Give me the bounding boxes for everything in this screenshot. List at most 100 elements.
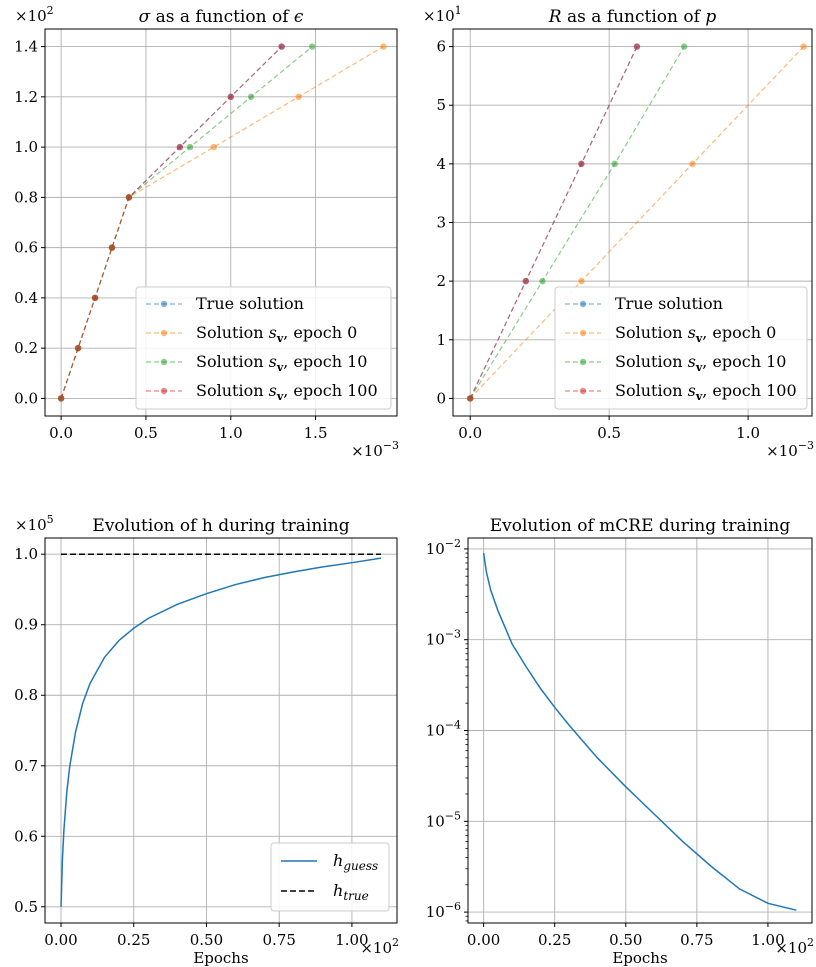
legend-marker bbox=[579, 387, 587, 395]
chart-panel-4: 0.00 0.25 0.50 0.75 1.00 10−6 10−5 10−4 10−3 10−2… bbox=[426, 516, 814, 967]
legend-label: True solution bbox=[615, 294, 723, 313]
y-tick-label: 0.6 bbox=[14, 827, 38, 845]
data-point bbox=[380, 43, 387, 50]
legend-label: Solution sv, epoch 0 bbox=[196, 323, 357, 345]
x-tick-label: 1.0 bbox=[736, 424, 760, 442]
x-tick-label: 0.5 bbox=[134, 424, 158, 442]
y-tick-label: 10−5 bbox=[426, 809, 461, 830]
chart-panel-3: 0.00 0.25 0.50 0.75 1.00 0.5 0.6 0.7 0.8 0.9 1.0 Ev… bbox=[14, 513, 399, 967]
legend-label: Solution sv, epoch 10 bbox=[196, 352, 367, 374]
legend-marker bbox=[579, 300, 587, 308]
legend: True solution Solution sv, epoch 0 Solutio… bbox=[554, 286, 808, 410]
data-point bbox=[800, 43, 807, 50]
legend-label: Solution sv, epoch 100 bbox=[196, 381, 378, 403]
x-axis-label: Epochs bbox=[612, 949, 667, 967]
data-point bbox=[278, 43, 285, 50]
x-axis-multiplier: ×102 bbox=[360, 936, 399, 957]
plot-frame bbox=[44, 28, 398, 417]
x-tick-label: 0.5 bbox=[597, 424, 621, 442]
y-tick-label: 2 bbox=[436, 272, 446, 290]
y-tick-label: 0.2 bbox=[14, 339, 38, 357]
chart-title: Evolution of h during training bbox=[92, 516, 349, 536]
legend-label: hguess bbox=[333, 851, 378, 873]
y-tick-label: 1 bbox=[436, 331, 446, 349]
x-tick-label: 0.50 bbox=[190, 931, 223, 949]
chart-panel-1: 0.0 0.5 1.0 1.5 0.0 0.2 0.4 0.6 0.8 1.0 1.2 1.4 σ as… bbox=[14, 4, 399, 460]
legend-frame bbox=[270, 842, 390, 912]
y-tick-label: 0.9 bbox=[14, 616, 38, 634]
legend-label: htrue bbox=[333, 881, 369, 903]
y-axis-multiplier: ×105 bbox=[15, 513, 54, 534]
x-tick-label: 0.25 bbox=[538, 931, 571, 949]
y-tick-label: 10−6 bbox=[426, 900, 461, 921]
legend-label: Solution sv, epoch 0 bbox=[615, 323, 776, 345]
x-tick-label: 1.0 bbox=[219, 424, 243, 442]
legend-frame bbox=[135, 286, 392, 410]
data-point bbox=[689, 160, 696, 168]
data-point bbox=[125, 194, 133, 201]
legend-frame bbox=[554, 286, 808, 410]
series-line bbox=[469, 46, 638, 399]
data-point bbox=[210, 143, 217, 151]
data-point bbox=[578, 277, 585, 285]
series-line bbox=[469, 46, 805, 399]
legend-marker bbox=[579, 358, 587, 366]
x-axis-multiplier: ×102 bbox=[775, 936, 814, 957]
x-tick-label: 0.75 bbox=[262, 931, 295, 949]
legend-label: Solution sv, epoch 100 bbox=[615, 381, 797, 403]
data-point bbox=[308, 43, 316, 50]
legend: True solution Solution sv, epoch 0 Solutio… bbox=[135, 286, 392, 410]
y-tick-label: 0.4 bbox=[14, 289, 38, 307]
data-point bbox=[108, 244, 116, 251]
series-line bbox=[60, 46, 283, 399]
x-axis-multiplier: ×10−3 bbox=[766, 439, 814, 460]
y-tick-label: 0.8 bbox=[14, 188, 38, 206]
data-point bbox=[176, 143, 184, 151]
series-line bbox=[60, 557, 382, 907]
data-point bbox=[578, 160, 585, 168]
y-axis-multiplier: ×101 bbox=[423, 4, 462, 25]
data-point bbox=[295, 93, 302, 101]
y-tick-label: 4 bbox=[436, 155, 446, 173]
legend-marker bbox=[160, 329, 168, 337]
data-point bbox=[633, 43, 641, 50]
legend-marker bbox=[160, 300, 168, 308]
series-line bbox=[469, 46, 685, 399]
x-tick-label: 0.00 bbox=[467, 931, 500, 949]
data-point bbox=[611, 160, 618, 168]
x-axis-label: Epochs bbox=[193, 949, 248, 967]
y-tick-label: 0.8 bbox=[14, 686, 38, 704]
chart-title: R as a function of p bbox=[548, 7, 717, 27]
y-tick-label: 10−2 bbox=[426, 537, 461, 558]
legend-marker bbox=[160, 358, 168, 366]
legend-label: True solution bbox=[196, 294, 304, 313]
data-point bbox=[522, 277, 530, 285]
y-tick-label: 1.0 bbox=[14, 545, 38, 563]
y-tick-label: 1.4 bbox=[14, 38, 38, 56]
y-tick-label: 1.2 bbox=[14, 88, 38, 106]
x-tick-label: 0.0 bbox=[458, 424, 482, 442]
y-tick-label: 0 bbox=[436, 389, 446, 407]
x-tick-label: 0.50 bbox=[609, 931, 642, 949]
x-tick-label: 0.25 bbox=[117, 931, 150, 949]
x-tick-label: 1.00 bbox=[751, 931, 784, 949]
y-tick-label: 0.7 bbox=[14, 757, 38, 775]
data-point bbox=[247, 93, 255, 101]
y-axis-multiplier: ×102 bbox=[15, 4, 54, 25]
data-point bbox=[57, 395, 65, 402]
x-tick-label: 1.00 bbox=[335, 931, 368, 949]
y-tick-label: 10−4 bbox=[426, 719, 461, 740]
legend-marker bbox=[160, 387, 168, 395]
y-tick-label: 5 bbox=[436, 96, 446, 114]
x-tick-label: 0.0 bbox=[49, 424, 73, 442]
legend: hguess htrue bbox=[270, 842, 390, 912]
data-point bbox=[680, 43, 688, 50]
data-point bbox=[91, 294, 99, 302]
y-tick-label: 6 bbox=[436, 38, 446, 56]
x-axis-multiplier: ×10−3 bbox=[351, 439, 399, 460]
series-line bbox=[482, 552, 797, 911]
y-tick-label: 1.0 bbox=[14, 138, 38, 156]
x-tick-label: 0.00 bbox=[44, 931, 77, 949]
data-point bbox=[227, 93, 234, 101]
